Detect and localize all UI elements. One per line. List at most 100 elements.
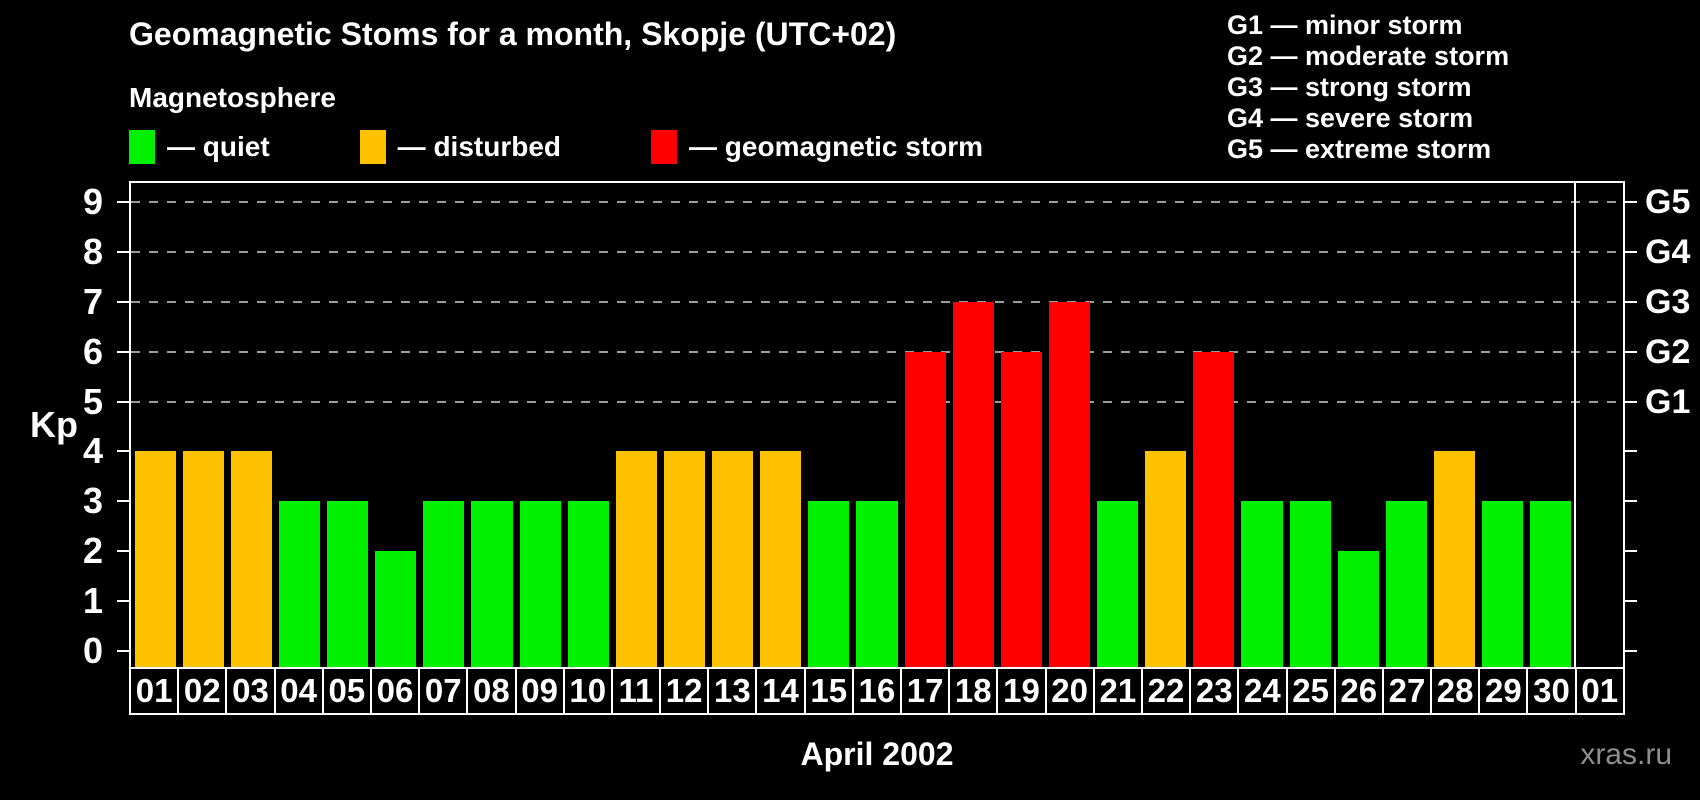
y-tick-label-6: 6 [82,330,103,372]
day-label: 11 [610,669,659,713]
kp-bar-day-27 [1385,501,1427,667]
legend-label-storm: — geomagnetic storm [689,131,984,162]
legend-item-disturbed: — disturbed [359,130,562,164]
kp-bar-day-21 [1097,501,1139,667]
kp-bar-day-05 [327,501,369,667]
kp-bar-day-25 [1289,501,1331,667]
g-legend-item: G5 — extreme storm [1227,134,1492,164]
day-label: 27 [1381,669,1430,713]
day-label: 29 [1478,669,1526,713]
day-label: 26 [1333,669,1382,713]
right-axis-label-G3: G3 [1645,282,1691,321]
right-tick-2 [1625,550,1637,553]
right-tick-6 [1625,350,1637,353]
kp-bar-day-16 [856,501,898,667]
right-tick-1 [1625,600,1637,603]
y-tick-8 [117,250,129,253]
x-axis-day-labels: 01 02 03 04 05 06 07 08 09 10 11 12 13 14 15 16 17 18 19 20… [129,667,1625,715]
kp-bar-day-14 [760,451,802,667]
day-label: 05 [321,669,370,713]
right-tick-5 [1625,400,1637,403]
day-label: 08 [466,669,514,713]
y-tick-7 [117,300,129,303]
kp-bar-day-11 [615,451,657,667]
day-label: 14 [755,669,803,713]
day-label: 12 [659,669,707,713]
kp-bar-day-09 [519,501,561,667]
right-tick-3 [1625,500,1637,503]
y-tick-1 [117,600,129,603]
y-tick-label-9: 9 [82,180,103,222]
kp-bar-day-17 [904,351,946,667]
day-label: 30 [1526,669,1574,713]
y-tick-label-0: 0 [82,630,103,671]
kp-bar-day-02 [182,451,224,667]
day-label: 23 [1189,669,1237,713]
day-label: 17 [900,669,948,713]
month-separator-line [1573,183,1576,667]
day-label: 22 [1140,669,1189,713]
kp-bar-day-26 [1337,551,1379,667]
kp-bar-day-07 [423,501,465,667]
quiet-swatch [129,130,155,164]
y-tick-9 [117,200,129,203]
gridline-kp8 [131,250,1623,253]
right-axis-label-G5: G5 [1645,182,1691,221]
gridline-kp9 [131,200,1623,203]
kp-bar-day-03 [230,451,272,667]
legend-label-quiet: — quiet [167,131,270,162]
right-tick-7 [1625,300,1637,303]
day-label: 21 [1092,669,1141,713]
gridline-kp6 [131,350,1623,353]
right-axis-label-G1: G1 [1645,382,1691,421]
day-label: 28 [1430,669,1478,713]
kp-bar-day-24 [1241,501,1283,667]
y-tick-0 [117,650,129,652]
day-label: 10 [562,669,611,713]
kp-bar-day-30 [1530,501,1572,667]
day-label: 04 [273,669,322,713]
kp-bar-day-19 [1000,351,1042,667]
day-label: 01 [1574,669,1623,713]
day-label: 19 [996,669,1044,713]
legend-item-quiet: — quiet [129,130,270,164]
kp-bar-day-08 [471,501,513,667]
gridline-kp5 [131,400,1623,403]
watermark: xras.ru [1580,738,1672,771]
y-tick-label-4: 4 [82,430,103,472]
magnetosphere-legend: — quiet — disturbed — geomagnetic storm [129,128,983,166]
g-legend-item: G3 — strong storm [1227,72,1472,102]
right-axis-label-G2: G2 [1645,332,1691,371]
right-tick-4 [1625,450,1637,453]
day-label: 18 [948,669,996,713]
right-axis-label-G4: G4 [1645,232,1691,271]
day-label: 02 [177,669,225,713]
kp-bar-day-23 [1193,351,1235,667]
storm-swatch [651,130,678,164]
kp-bar-day-13 [712,451,754,667]
kp-bar-day-18 [952,301,994,667]
y-tick-4 [117,450,129,453]
kp-bar-day-06 [375,551,417,667]
y-tick-label-5: 5 [82,380,103,422]
day-label: 03 [225,669,273,713]
right-tick-9 [1625,200,1637,203]
day-label: 09 [514,669,563,713]
kp-bar-day-12 [663,451,706,667]
legend-label-disturbed: — disturbed [397,131,562,162]
right-tick-0 [1625,650,1637,652]
g-legend-item: G4 — severe storm [1227,103,1474,133]
x-axis-title: April 2002 [800,736,954,772]
kp-bar-day-29 [1482,501,1524,667]
right-tick-8 [1625,250,1637,253]
disturbed-swatch [359,130,386,164]
y-tick-label-1: 1 [82,580,103,622]
y-tick-label-3: 3 [82,480,103,522]
g-legend-item: G2 — moderate storm [1227,41,1510,71]
day-label: 25 [1285,669,1334,713]
kp-bar-day-28 [1433,451,1476,667]
y-tick-label-2: 2 [82,530,103,572]
g-legend-item: G1 — minor storm [1227,10,1463,40]
day-label: 20 [1044,669,1093,713]
day-label: 24 [1237,669,1285,713]
